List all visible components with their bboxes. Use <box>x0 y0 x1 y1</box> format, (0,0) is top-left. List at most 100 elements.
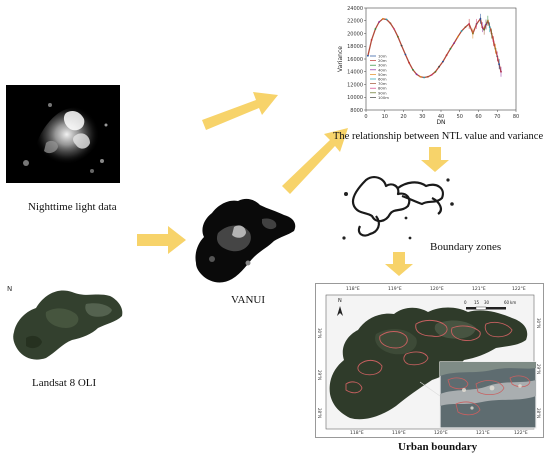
x-tick-label: 0 <box>364 114 367 120</box>
arrow-vanui-to-chart <box>282 128 348 194</box>
data-point <box>423 76 425 79</box>
map-top-lon-label: 118°E <box>346 287 360 292</box>
y-tick-label: 14000 <box>347 70 363 76</box>
map-top-lon-label: 121°E <box>472 287 486 292</box>
y-tick-label: 18000 <box>347 44 363 50</box>
data-point <box>400 44 403 47</box>
y-tick-label: 12000 <box>347 82 363 88</box>
data-point <box>453 42 455 44</box>
map-left-lat-label: 30°N <box>317 328 322 339</box>
caption-landsat: Landsat 8 OLI <box>32 377 97 389</box>
data-point <box>464 26 467 28</box>
x-tick-label: 50 <box>457 114 463 120</box>
legend-label: 60m <box>378 77 387 82</box>
x-tick-label: 30 <box>419 114 425 120</box>
caption-urban-boundary: Urban boundary <box>398 441 478 453</box>
map-bottom-lon-label: 118°E <box>350 431 364 436</box>
vanui-image <box>188 193 300 289</box>
north-arrow-icon <box>337 306 343 316</box>
caption-relationship: The relationship between NTL value and v… <box>333 131 544 142</box>
scale-unit: km <box>510 300 517 305</box>
data-point <box>385 18 388 21</box>
boundary-zones-image <box>336 168 464 252</box>
x-tick-label: 60 <box>475 114 481 120</box>
map-bottom-lon-label: 120°E <box>434 431 448 436</box>
legend-label: 30m <box>378 63 387 68</box>
legend-label: 20m <box>378 58 387 63</box>
data-point <box>397 35 399 38</box>
legend-label: 50m <box>378 72 387 77</box>
caption-nighttime-light: Nighttime light data <box>28 201 117 213</box>
y-tick-label: 8000 <box>350 108 363 114</box>
x-tick-label: 40 <box>438 114 444 120</box>
data-point <box>445 54 448 57</box>
nighttime-light-image <box>6 85 120 183</box>
data-point <box>434 70 437 73</box>
legend-label: 100m <box>378 95 389 100</box>
map-left-lat-label: 29°N <box>317 370 322 381</box>
map-right-lat-label: 29°N <box>536 364 541 375</box>
map-bottom-lon-label: 119°E <box>392 431 406 436</box>
y-tick-label: 16000 <box>347 57 363 63</box>
data-point <box>449 47 452 50</box>
arrow-chart-to-boundary <box>421 147 449 172</box>
caption-vanui: VANUI <box>231 294 266 306</box>
map-north-label: N <box>338 298 342 304</box>
arrow-ntl-to-chart <box>202 92 278 130</box>
x-tick-label: 80 <box>513 114 519 120</box>
data-point <box>460 30 463 32</box>
data-point <box>370 39 373 41</box>
data-point <box>427 75 429 78</box>
scale-number: 0 <box>464 300 467 305</box>
y-axis-label: Variance <box>337 46 344 72</box>
scale-number: 15 <box>474 300 480 305</box>
legend-label: 90m <box>378 90 387 95</box>
data-point <box>457 35 459 38</box>
map-top-lon-label: 119°E <box>388 287 402 292</box>
landsat-image: N <box>6 282 128 364</box>
data-point <box>374 28 377 30</box>
y-tick-label: 20000 <box>347 31 363 37</box>
data-point <box>442 60 444 63</box>
caption-boundary-zones: Boundary zones <box>430 241 502 253</box>
map-bottom-lon-label: 122°E <box>514 431 528 436</box>
variance-chart: 8000 10000 12000 14000 16000 18000 20000 22000 2… <box>336 2 522 128</box>
legend-label: 80m <box>378 86 387 91</box>
series-line <box>367 17 502 79</box>
data-point <box>367 54 369 57</box>
map-left-lat-label: 28°N <box>317 408 322 419</box>
y-tick-label: 10000 <box>347 95 363 101</box>
arrow-landsat-to-vanui <box>137 226 186 254</box>
data-point <box>382 17 384 20</box>
x-tick-label: 20 <box>400 114 406 120</box>
map-top-lon-label: 122°E <box>512 287 526 292</box>
arrow-boundary-to-urban <box>385 252 413 276</box>
urban-boundary-map: 118°E 119°E 120°E 121°E 122°E 30°N 29°N … <box>315 283 544 438</box>
scale-number: 60 <box>504 300 510 305</box>
legend-label: 10m <box>378 54 387 59</box>
map-bottom-lon-label: 121°E <box>476 431 490 436</box>
data-point <box>393 28 395 30</box>
legend-label: 40m <box>378 67 387 72</box>
x-axis-label: DN <box>436 119 445 126</box>
x-tick-label: 70 <box>494 114 500 120</box>
data-point <box>408 61 410 64</box>
data-point <box>415 73 418 76</box>
data-point <box>389 22 392 25</box>
x-tick-label: 10 <box>382 114 388 120</box>
data-point <box>404 53 407 56</box>
y-tick-label: 22000 <box>347 19 363 25</box>
landsat-north-label: N <box>7 285 12 293</box>
data-point <box>378 21 380 23</box>
data-point <box>438 65 440 68</box>
map-right-lat-label: 28°N <box>536 408 541 419</box>
data-point <box>412 68 414 71</box>
scale-number: 30 <box>484 300 490 305</box>
data-point <box>430 74 433 76</box>
data-point <box>419 75 422 78</box>
map-right-lat-label: 30°N <box>536 318 541 329</box>
map-top-lon-label: 120°E <box>430 287 444 292</box>
y-tick-label: 24000 <box>347 6 363 12</box>
legend-label: 70m <box>378 81 387 86</box>
